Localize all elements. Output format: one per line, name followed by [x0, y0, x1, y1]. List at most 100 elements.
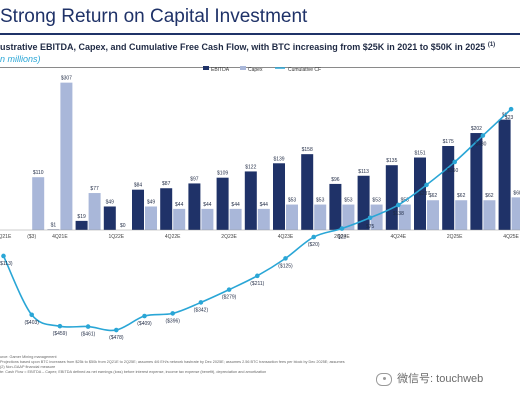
ebitda-bar [244, 171, 257, 230]
capex-bar [455, 200, 468, 230]
cumulative-cf-point [508, 106, 514, 112]
ebitda-value-label: $158 [302, 147, 313, 153]
cumulative-cf-value-label: ($20) [308, 242, 320, 248]
cumulative-cf-value-label: $237 [419, 191, 430, 197]
capex-bar [511, 197, 520, 230]
ebitda-bar [442, 146, 455, 230]
cumulative-cf-point [254, 273, 260, 279]
cumulative-cf-point [29, 312, 34, 318]
cumulative-cf-value-label: ($461) [81, 332, 96, 338]
ebitda-value-label: $49 [106, 199, 115, 205]
capex-value-label: $44 [260, 202, 269, 208]
cumulative-cf-point [1, 253, 6, 259]
ebitda-value-label: $175 [443, 139, 454, 145]
capex-value-label: $77 [90, 186, 99, 192]
capex-value-label: $44 [203, 202, 212, 208]
ebitda-bar [470, 133, 483, 230]
ebitda-value-label: $113 [358, 169, 369, 175]
ebitda-value-label: $151 [414, 151, 425, 157]
bar-series: $110 $1 $307 $19 $77 $49 $0 $84 $49 $87 $44 $97 $44 $… [32, 76, 520, 230]
footnote-1: Projections based upon BTC increases fro… [0, 360, 345, 364]
capex-bar [483, 200, 496, 230]
cumulative-cf-value-label: $75 [366, 224, 375, 230]
capex-value-label: $44 [175, 202, 184, 208]
legend-cumulative-cf-label: Cumulative CF [288, 67, 321, 73]
subtitle-footnote-marker: (1) [487, 42, 496, 48]
capex-bar [88, 193, 101, 230]
ebitda-bar [273, 163, 285, 230]
cumulative-cf-point [396, 202, 401, 208]
x-tick-label: 2Q24E [334, 234, 350, 240]
x-tick-label: 4Q24E [391, 234, 407, 240]
capex-value-label: $307 [61, 76, 72, 82]
cumulative-cf-point [367, 215, 373, 221]
capex-value-label: $68 [513, 190, 520, 196]
capex-value-label: $53 [372, 198, 381, 204]
x-tick-label: 4Q21E [52, 234, 68, 240]
capex-bar [314, 204, 327, 230]
wechat-icon [376, 372, 392, 386]
ebitda-value-label: $135 [386, 158, 397, 164]
ebitda-bar [103, 206, 116, 230]
ebitda-value-label: $139 [273, 156, 284, 162]
ebitda-bar [160, 188, 173, 230]
cumulative-cf-value-label: ($403) [24, 320, 39, 326]
page-title: Strong Return on Capital Investment [0, 6, 308, 27]
footnote-note: te: Cash Flow = EBITDA – Capex; EBITDA d… [0, 370, 267, 374]
cumulative-cf-point [142, 313, 147, 319]
x-tick-label: 2Q23E [221, 234, 237, 240]
cumulative-cf-point [424, 182, 429, 188]
cumulative-cf-value-label: ($113) [0, 261, 13, 267]
ebitda-value-label: $19 [77, 214, 86, 220]
cumulative-cf-value-label: ($396) [165, 318, 180, 324]
ebitda-value-label: $96 [331, 177, 340, 183]
cumulative-cf-value-label: $138 [393, 211, 404, 217]
chart-legend: EBITDA Capex Cumulative CF [203, 66, 321, 73]
cumulative-cf-value-label: ($125) [278, 263, 293, 269]
capex-value-label: $62 [485, 193, 494, 199]
ebitda-bar [75, 220, 88, 230]
cumulative-cf-value-label: ($478) [109, 335, 124, 341]
capex-bar [286, 204, 298, 230]
ebitda-bar [357, 175, 370, 230]
x-tick-label: ($3) [27, 234, 36, 240]
cumulative-cf-point [114, 327, 119, 333]
capex-bar [32, 177, 45, 230]
chart-subtitle-text: ustrative EBITDA, Capex, and Cumulative … [0, 42, 486, 52]
cumulative-cf-value-label: ($211) [250, 281, 264, 287]
capex-bar [145, 206, 157, 230]
cumulative-cf-point [311, 234, 317, 240]
ebitda-bar [301, 154, 314, 230]
capex-bar [201, 208, 214, 230]
chart-area: EBITDA Capex Cumulative CF $110 $1 $307 $19 $7… [0, 66, 520, 341]
capex-bar [60, 82, 73, 230]
chart-subtitle: ustrative EBITDA, Capex, and Cumulative … [0, 42, 495, 52]
legend-capex-swatch [240, 66, 246, 70]
units-label: n millions) [0, 54, 41, 64]
cumulative-cf-series: ($113) ($403) ($459) ($461) ($478) ($409) ($39… [0, 106, 514, 341]
capex-bar [342, 204, 355, 230]
x-tick-label: 4Q22E [165, 234, 181, 240]
cumulative-cf-point [283, 256, 288, 261]
cumulative-cf-point [57, 323, 63, 329]
x-tick-label: 1Q22E [109, 234, 125, 240]
ebitda-value-label: $1 [51, 223, 57, 229]
ebitda-bar [385, 165, 398, 230]
cumulative-cf-point [170, 311, 175, 316]
x-tick-label: 2Q25E [447, 234, 463, 240]
legend-capex-label: Capex [248, 67, 263, 73]
capex-value-label: $53 [316, 198, 325, 204]
ebitda-bar [329, 183, 342, 230]
cumulative-cf-value-label: $480 [475, 142, 486, 148]
capex-value-label: $49 [147, 199, 156, 205]
capex-bar [229, 208, 242, 230]
capex-value-label: $62 [429, 193, 438, 199]
capex-bar [370, 204, 383, 230]
x-tick-label: 2Q21E [0, 234, 12, 240]
cumulative-cf-point [198, 300, 204, 305]
watermark: 微信号: touchweb [376, 370, 483, 386]
ebitda-bar [132, 189, 144, 230]
footnotes: urce: Gamer Mining management Projection… [0, 355, 380, 375]
capex-bar [398, 204, 411, 230]
footnote-source: urce: Gamer Mining management [0, 355, 57, 359]
